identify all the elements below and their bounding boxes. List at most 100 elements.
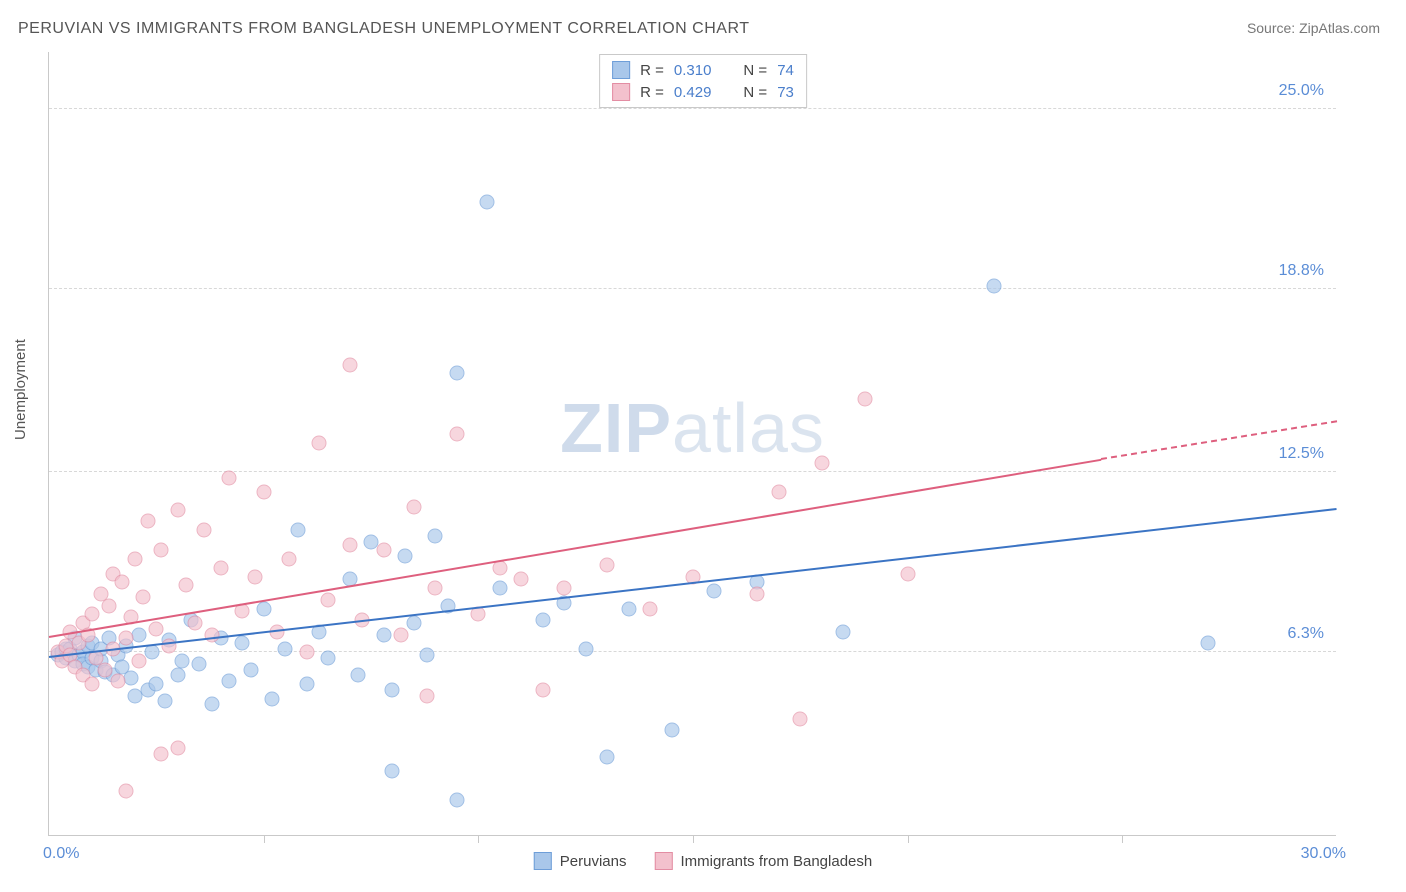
scatter-point — [213, 560, 228, 575]
scatter-point — [398, 549, 413, 564]
scatter-point — [196, 523, 211, 538]
scatter-point — [119, 784, 134, 799]
scatter-point — [243, 662, 258, 677]
scatter-point — [600, 749, 615, 764]
scatter-point — [385, 764, 400, 779]
scatter-point — [205, 627, 220, 642]
scatter-point — [535, 682, 550, 697]
gridline-h — [49, 651, 1336, 652]
scatter-point — [578, 642, 593, 657]
scatter-point — [145, 645, 160, 660]
scatter-point — [256, 601, 271, 616]
n-value: 73 — [777, 84, 794, 101]
scatter-point — [449, 427, 464, 442]
scatter-point — [986, 279, 1001, 294]
scatter-point — [342, 537, 357, 552]
trend-line — [49, 458, 1101, 637]
x-axis-origin-label: 0.0% — [43, 845, 79, 863]
scatter-point — [449, 366, 464, 381]
scatter-point — [419, 647, 434, 662]
scatter-point — [376, 627, 391, 642]
scatter-point — [170, 502, 185, 517]
scatter-point — [265, 691, 280, 706]
watermark: ZIPatlas — [560, 388, 825, 468]
scatter-point — [179, 578, 194, 593]
scatter-point — [149, 621, 164, 636]
legend-swatch — [612, 83, 630, 101]
scatter-point — [514, 572, 529, 587]
scatter-point — [479, 195, 494, 210]
scatter-point — [278, 642, 293, 657]
scatter-point — [149, 677, 164, 692]
source-link[interactable]: ZipAtlas.com — [1299, 20, 1380, 36]
r-value: 0.429 — [674, 84, 712, 101]
x-axis-max-label: 30.0% — [1301, 845, 1346, 863]
gridline-h — [49, 471, 1336, 472]
source-attribution: Source: ZipAtlas.com — [1247, 20, 1380, 36]
scatter-point — [376, 543, 391, 558]
scatter-point — [256, 485, 271, 500]
trend-line — [49, 508, 1337, 658]
y-tick-label: 18.8% — [1279, 262, 1324, 280]
scatter-point — [385, 682, 400, 697]
scatter-point — [321, 592, 336, 607]
r-value: 0.310 — [674, 62, 712, 79]
scatter-point — [419, 688, 434, 703]
scatter-point — [394, 627, 409, 642]
series-name: Peruvians — [560, 853, 627, 870]
scatter-point — [1201, 636, 1216, 651]
x-tick — [908, 835, 909, 843]
scatter-point — [102, 598, 117, 613]
correlation-legend-row: R =0.310N =74 — [612, 59, 794, 81]
scatter-point — [492, 581, 507, 596]
scatter-point — [857, 392, 872, 407]
r-label: R = — [640, 62, 664, 79]
scatter-point — [621, 601, 636, 616]
y-axis-label: Unemployment — [12, 339, 29, 440]
x-tick — [693, 835, 694, 843]
scatter-point — [157, 694, 172, 709]
gridline-h — [49, 108, 1336, 109]
scatter-point — [235, 636, 250, 651]
scatter-point — [351, 668, 366, 683]
scatter-point — [123, 671, 138, 686]
scatter-point — [222, 470, 237, 485]
scatter-point — [321, 650, 336, 665]
x-tick — [264, 835, 265, 843]
scatter-point — [127, 552, 142, 567]
legend-swatch — [654, 852, 672, 870]
r-label: R = — [640, 84, 664, 101]
scatter-point — [84, 677, 99, 692]
legend-swatch — [612, 61, 630, 79]
n-label: N = — [743, 84, 767, 101]
y-tick-label: 12.5% — [1279, 445, 1324, 463]
scatter-point — [428, 528, 443, 543]
scatter-point — [114, 575, 129, 590]
scatter-point — [535, 613, 550, 628]
series-name: Immigrants from Bangladesh — [680, 853, 872, 870]
scatter-point — [153, 746, 168, 761]
scatter-point — [282, 552, 297, 567]
scatter-point — [299, 677, 314, 692]
legend-swatch — [534, 852, 552, 870]
scatter-point — [600, 557, 615, 572]
scatter-point — [84, 607, 99, 622]
scatter-point — [136, 589, 151, 604]
n-value: 74 — [777, 62, 794, 79]
scatter-point — [312, 436, 327, 451]
scatter-point — [342, 357, 357, 372]
x-tick — [1122, 835, 1123, 843]
scatter-point — [707, 584, 722, 599]
scatter-point — [187, 616, 202, 631]
scatter-point — [205, 697, 220, 712]
scatter-point — [428, 581, 443, 596]
scatter-point — [750, 587, 765, 602]
series-legend-item: Peruvians — [534, 852, 627, 870]
scatter-point — [192, 656, 207, 671]
correlation-legend: R =0.310N =74R =0.429N =73 — [599, 54, 807, 108]
scatter-point — [449, 793, 464, 808]
scatter-chart: ZIPatlas 0.0% 30.0% 6.3%12.5%18.8%25.0% — [48, 52, 1336, 836]
scatter-point — [299, 645, 314, 660]
gridline-h — [49, 288, 1336, 289]
scatter-point — [643, 601, 658, 616]
